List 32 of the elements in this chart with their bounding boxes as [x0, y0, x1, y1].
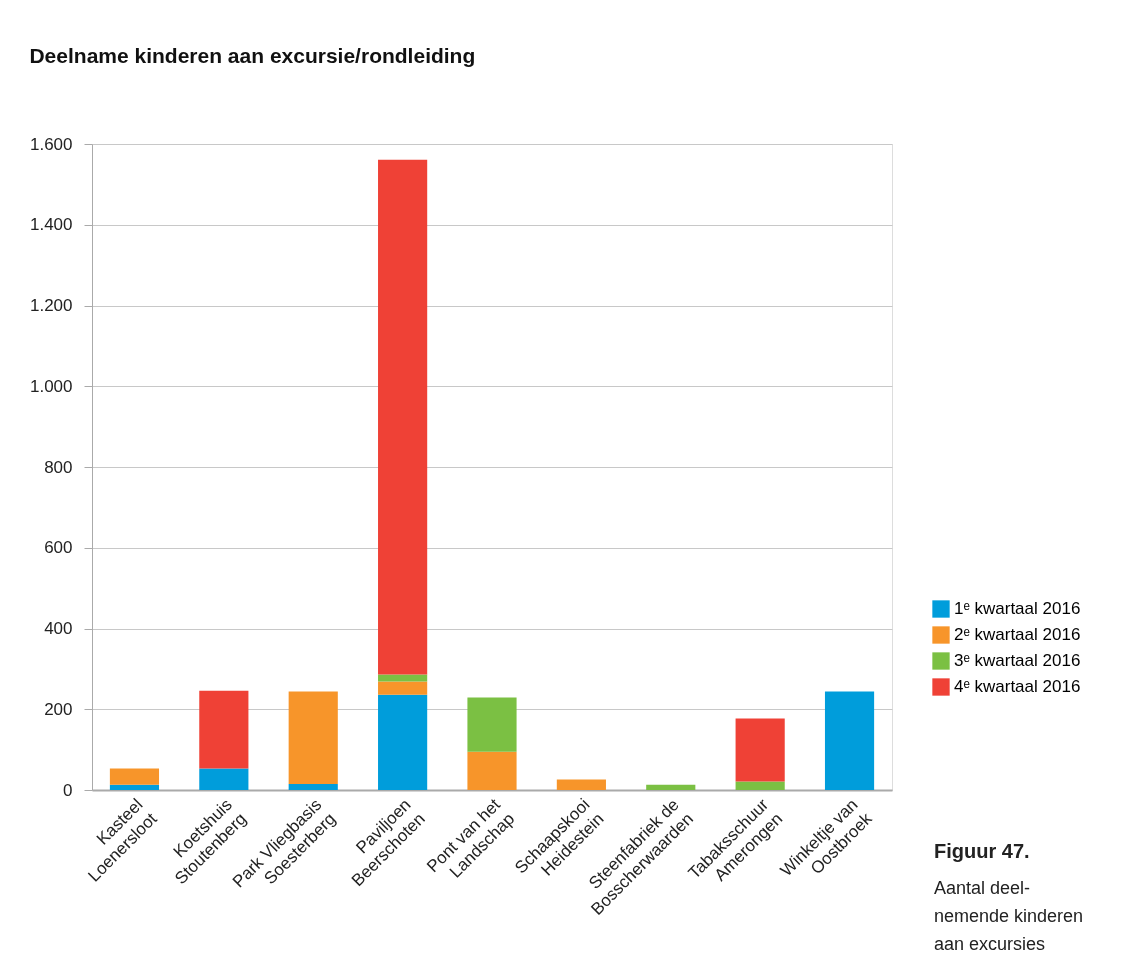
y-tick-label: 1.200	[29, 296, 73, 315]
bar	[378, 159, 428, 675]
y-tick-label: 400	[44, 619, 73, 638]
bar	[378, 681, 428, 695]
bar	[556, 779, 606, 790]
bar	[467, 751, 517, 790]
text: Figuur 47.	[934, 840, 1030, 862]
legend-label: 4ᵉ kwartaal 2016	[954, 677, 1081, 696]
y-tick-label: 0	[63, 780, 73, 800]
bar	[199, 768, 249, 790]
y-tick-label: 800	[44, 457, 73, 477]
y-tick-label: 1.000	[29, 376, 73, 396]
bar	[467, 697, 517, 752]
bar	[199, 690, 249, 769]
bar	[646, 784, 696, 790]
legend-label: 1ᵉ kwartaal 2016	[954, 599, 1081, 618]
bar	[288, 783, 338, 790]
chart-title: Deelname kinderen aan excursie/rondleiding	[29, 44, 476, 67]
legend-label: 2ᵉ kwartaal 2016	[954, 625, 1081, 644]
bar	[109, 768, 160, 785]
legend-label: 3ᵉ kwartaal 2016	[954, 651, 1081, 670]
y-tick-label: 1.400	[29, 215, 73, 235]
bar	[288, 691, 338, 784]
bar	[109, 784, 160, 790]
y-tick-label: 600	[44, 538, 73, 558]
bar	[824, 691, 875, 790]
bar	[735, 781, 785, 790]
bar	[378, 694, 428, 790]
y-tick-label: 200	[44, 699, 73, 719]
y-tick-label: 1.600	[29, 134, 73, 154]
bar	[735, 718, 785, 782]
text: Aantal deel- nemende kinderen aan excursies	[934, 878, 1084, 954]
